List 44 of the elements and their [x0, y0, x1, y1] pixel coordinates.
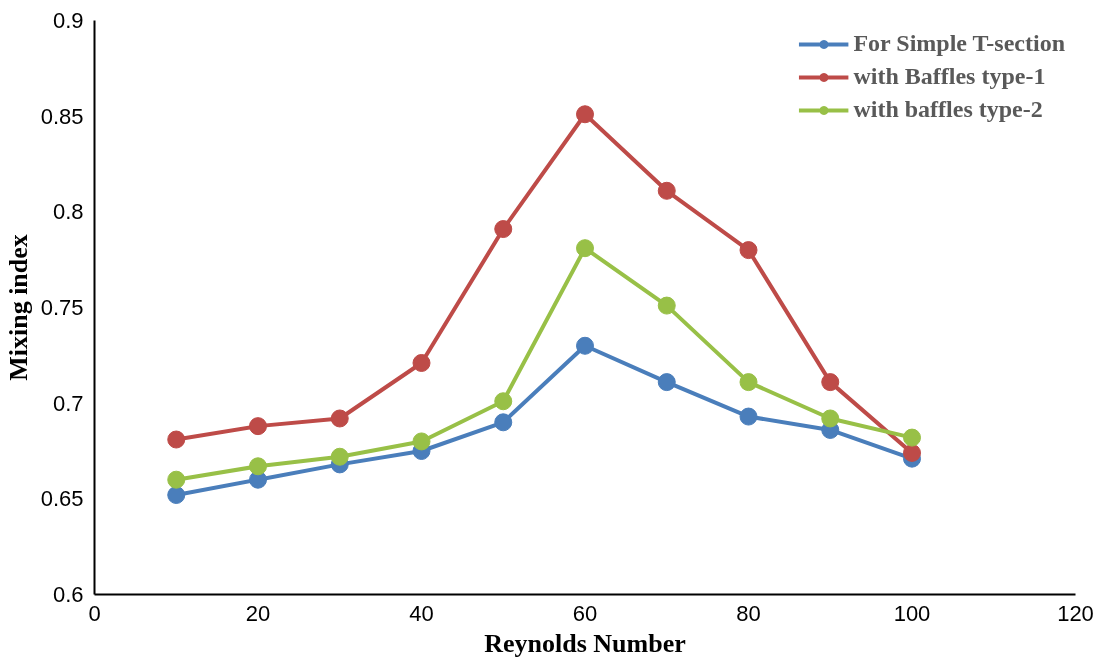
point: [494, 413, 513, 432]
legend-label: with baffles type-2: [853, 96, 1043, 123]
x-tick-label: 20: [245, 600, 271, 626]
point: [576, 105, 594, 124]
point: [821, 409, 840, 428]
x-tick-label: 80: [736, 600, 761, 626]
point: [903, 443, 921, 462]
point: [739, 407, 758, 426]
point: [249, 417, 267, 436]
point: [167, 486, 186, 504]
point: [657, 181, 676, 200]
point: [167, 430, 186, 449]
legend-label: For Simple T-section: [853, 30, 1065, 57]
point: [330, 409, 349, 428]
point: [330, 447, 349, 466]
x-axis-title: Reynolds Number: [484, 628, 686, 658]
point: [739, 241, 758, 260]
point: [249, 457, 267, 476]
y-tick-label: 0.7: [52, 390, 84, 416]
y-tick-label: 0.85: [40, 103, 84, 129]
y-tick-label: 0.65: [40, 486, 84, 512]
y-axis-title: Mixing index: [3, 234, 33, 381]
legend-label: with Baffles type-1: [853, 63, 1046, 90]
point: [576, 336, 594, 355]
point: [903, 428, 921, 447]
point: [576, 239, 594, 258]
x-tick-label: 120: [1057, 600, 1094, 626]
y-tick-label: 0.8: [52, 199, 84, 225]
point: [821, 373, 840, 392]
point: [657, 373, 676, 392]
x-tick-label: 60: [572, 600, 598, 626]
point: [657, 296, 676, 315]
point: [494, 392, 513, 411]
y-tick-label: 0.75: [40, 295, 84, 320]
y-tick-label: 0.6: [52, 582, 84, 607]
y-tick-label: 0.9: [52, 8, 84, 33]
point: [494, 220, 513, 239]
point: [739, 373, 758, 392]
point: [412, 432, 431, 451]
x-tick-label: 40: [409, 600, 434, 626]
x-tick-label: 100: [893, 600, 931, 626]
point: [412, 354, 431, 372]
x-tick-label: 0: [88, 600, 101, 626]
point: [167, 470, 186, 489]
